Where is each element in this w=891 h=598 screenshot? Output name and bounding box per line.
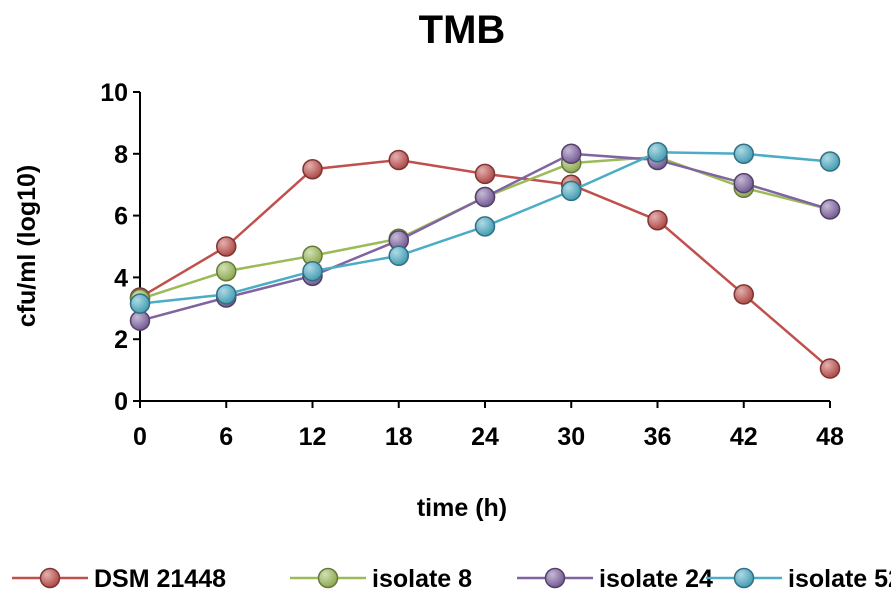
data-point	[733, 172, 754, 194]
y-axis-label: cfu/ml (log10)	[13, 165, 41, 328]
legend-entry: isolate 24	[517, 565, 713, 593]
legend-marker	[544, 567, 566, 589]
data-point	[647, 142, 668, 163]
data-point	[129, 293, 151, 314]
y-tick-label: 0	[114, 388, 128, 416]
legend-marker	[733, 567, 755, 589]
series-isolate-24	[129, 143, 841, 331]
x-tick-label: 42	[730, 423, 758, 451]
data-point	[302, 159, 323, 180]
data-point	[129, 310, 151, 331]
x-tick-label: 12	[299, 423, 327, 451]
data-point	[647, 209, 668, 231]
data-point	[474, 163, 496, 185]
data-point	[819, 151, 841, 172]
legend-label: isolate 52	[788, 565, 891, 593]
y-tick-label: 8	[114, 141, 128, 169]
x-tick-label: 18	[385, 423, 413, 451]
y-tick-label: 4	[114, 264, 128, 292]
data-point	[561, 143, 582, 165]
y-tick-label: 10	[100, 79, 128, 107]
data-point	[819, 358, 841, 379]
chart-title: TMB	[419, 8, 506, 52]
data-point	[561, 180, 582, 202]
legend-label: isolate 8	[372, 565, 472, 593]
x-axis-label: time (h)	[417, 494, 507, 522]
data-point	[819, 199, 841, 220]
x-tick-label: 48	[816, 423, 844, 451]
x-tick-label: 36	[644, 423, 672, 451]
x-tick-label: 30	[557, 423, 585, 451]
legend-marker	[39, 567, 61, 589]
data-point	[216, 284, 237, 305]
x-tick-label: 6	[219, 423, 233, 451]
x-tick-label: 24	[471, 423, 499, 451]
data-point	[733, 284, 754, 305]
data-point	[216, 236, 237, 257]
data-point	[388, 149, 409, 171]
axes	[133, 91, 831, 408]
legend-entry: isolate 52	[706, 565, 891, 593]
series-layer	[129, 142, 841, 379]
data-point	[216, 260, 237, 282]
legend-label: isolate 24	[599, 565, 713, 593]
legend-label: DSM 21448	[94, 565, 226, 593]
legend-marker	[317, 567, 339, 589]
data-point	[302, 260, 323, 282]
legend-entry: DSM 21448	[12, 565, 226, 593]
series-dsm-21448	[129, 149, 841, 379]
y-tick-label: 6	[114, 203, 128, 231]
legend-entry: isolate 8	[290, 565, 472, 593]
series-isolate-52	[129, 142, 841, 314]
y-tick-label: 2	[114, 326, 128, 354]
data-point	[733, 143, 754, 165]
data-point	[474, 216, 496, 237]
data-point	[388, 245, 409, 267]
legend: DSM 21448 isolate 8 isolate 24 isolate 52	[12, 565, 891, 593]
x-tick-label: 0	[133, 423, 147, 451]
data-point	[474, 186, 496, 208]
